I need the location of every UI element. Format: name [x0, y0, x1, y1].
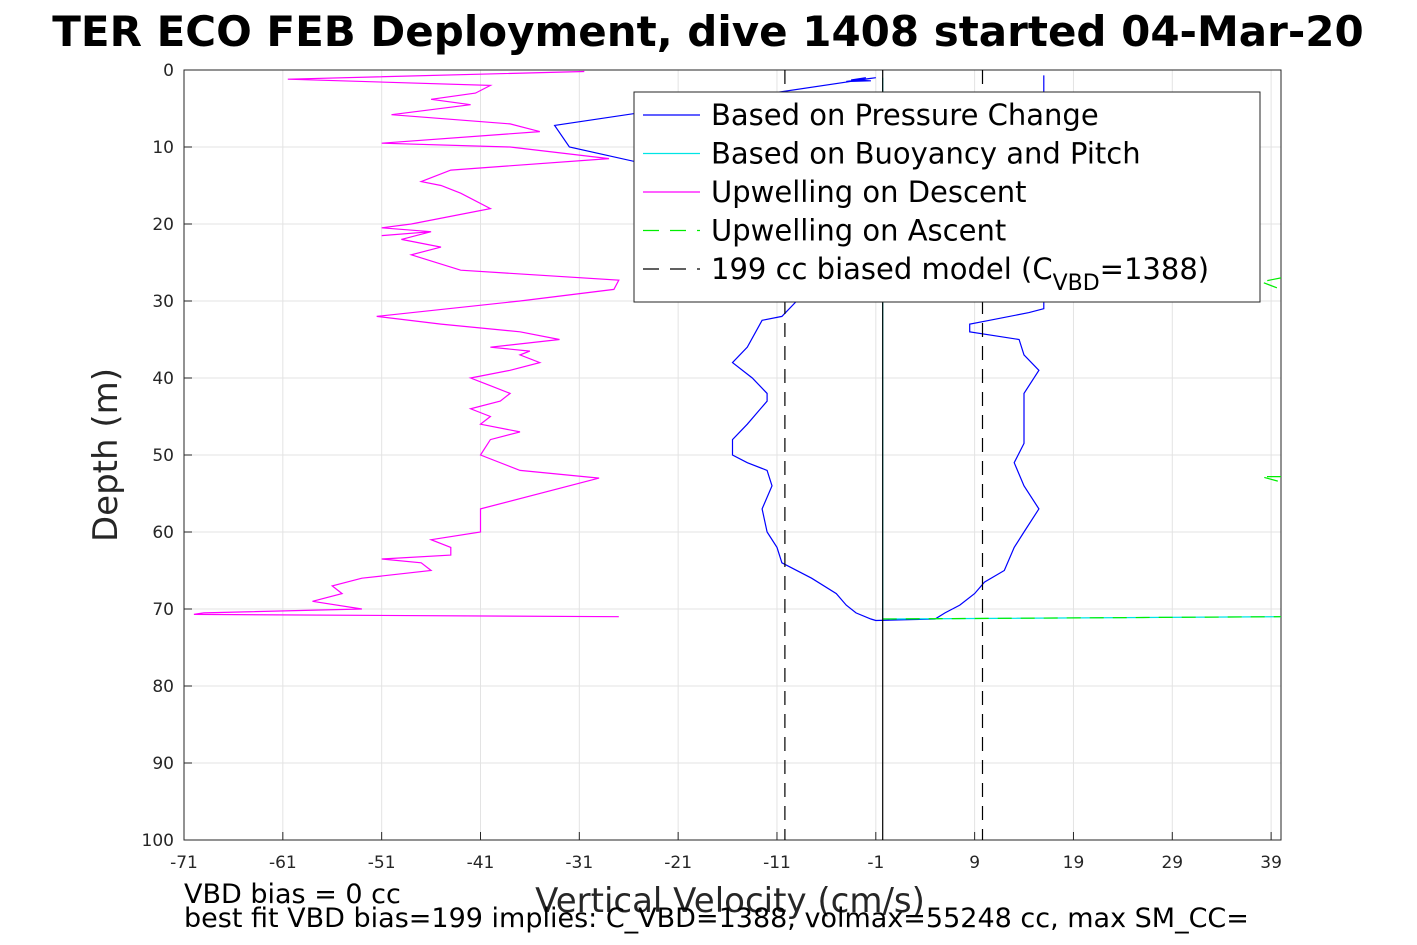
y-tick-label: 70 — [152, 600, 174, 620]
x-tick-label: -11 — [763, 853, 791, 873]
y-tick-label: 30 — [152, 292, 174, 312]
legend: Based on Pressure Change Based on Buoyanc… — [633, 91, 1261, 303]
x-tick-label: -71 — [170, 853, 198, 873]
y-tick-label: 60 — [152, 523, 174, 543]
y-tick-label: 80 — [152, 677, 174, 697]
y-tick-label: 20 — [152, 215, 174, 235]
y-tick-label: 100 — [142, 831, 174, 851]
y-tick-label: 0 — [163, 61, 174, 81]
legend-label: Based on Pressure Change — [711, 98, 1099, 132]
y-axis-label: Depth (m) — [86, 368, 126, 542]
x-tick-label: -51 — [368, 853, 396, 873]
x-tick-label: -21 — [664, 853, 692, 873]
x-axis-label: Vertical Velocity (cm/s) — [535, 881, 925, 921]
footer-best-fit: best fit VBD bias=199 implies: C_VBD=138… — [184, 903, 1249, 934]
legend-box — [633, 91, 1261, 303]
series-upwelling-on-ascent — [882, 616, 1281, 620]
x-tick-label: -31 — [565, 853, 593, 873]
series-upwelling-on-descent — [193, 70, 620, 618]
series-upwelling-on-ascent-near-53-m — [1261, 476, 1281, 483]
x-tick-label: 19 — [1063, 853, 1085, 873]
y-tick-label: 10 — [152, 138, 174, 158]
legend-label: 199 cc biased model (CVBD=1388) — [711, 252, 1209, 296]
chart-title: TER ECO FEB Deployment, dive 1408 starte… — [52, 7, 1363, 56]
series-upwelling-on-ascent-near-28-m — [1259, 277, 1281, 290]
tick-labels: -71 -61 -51 -41 -31 -21 -11 -1 9 19 29 39 0 10 20 30 40 5… — [142, 61, 1282, 873]
x-tick-label: 39 — [1260, 853, 1282, 873]
x-tick-label: -61 — [269, 853, 297, 873]
legend-label: Upwelling on Ascent — [711, 214, 1006, 248]
y-tick-label: 50 — [152, 446, 174, 466]
x-tick-label: -1 — [867, 853, 884, 873]
legend-label: Upwelling on Descent — [711, 175, 1027, 209]
series-based-on-pressure-change — [553, 75, 1045, 622]
y-tick-label: 40 — [152, 369, 174, 389]
y-tick-label: 90 — [152, 754, 174, 774]
x-tick-label: 9 — [969, 853, 980, 873]
x-tick-label: -41 — [467, 853, 495, 873]
footer-vbd-bias: VBD bias = 0 cc — [184, 879, 401, 910]
x-tick-label: 29 — [1161, 853, 1183, 873]
legend-label: Based on Buoyancy and Pitch — [711, 137, 1141, 171]
